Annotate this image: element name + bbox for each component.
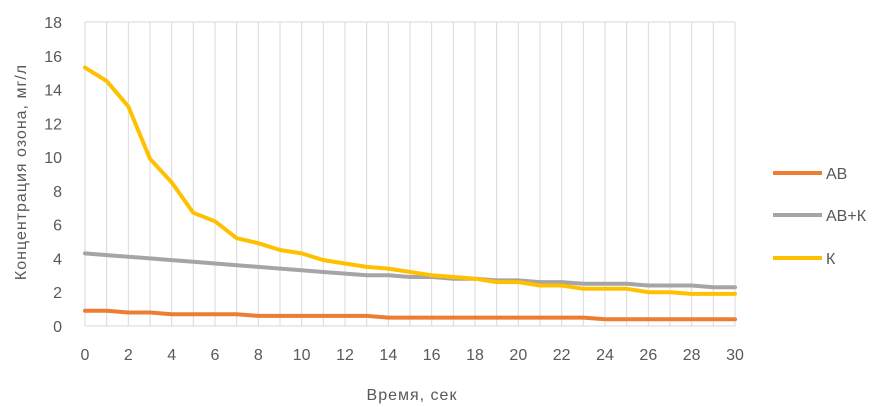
x-tick-label: 18 — [466, 347, 484, 364]
x-tick-label: 30 — [726, 347, 744, 364]
series-lines — [83, 65, 737, 322]
y-tick-label: 2 — [53, 285, 62, 302]
x-tick-labels: 0 2 4 6 8 10 12 14 16 18 20 22 24 26 28 30 — [81, 347, 744, 364]
y-tick-label: 14 — [44, 83, 62, 100]
legend-label: АВ — [826, 166, 847, 183]
y-tick-label: 4 — [53, 251, 62, 268]
x-tick-label: 6 — [211, 347, 220, 364]
x-tick-label: 14 — [379, 347, 397, 364]
y-tick-label: 6 — [53, 218, 62, 235]
x-axis-title: Время, сек — [367, 387, 458, 404]
series-line-2 — [83, 251, 737, 290]
x-tick-label: 2 — [124, 347, 133, 364]
y-tick-label: 10 — [44, 150, 62, 167]
x-tick-label: 22 — [553, 347, 571, 364]
plot-frame — [85, 21, 735, 327]
series-line-1 — [83, 308, 737, 322]
y-tick-label: 18 — [44, 15, 62, 32]
legend: АВ АВ+К К — [773, 166, 867, 268]
y-axis-title: Концентрация озона, мг/л — [13, 64, 30, 280]
x-tick-label: 0 — [81, 347, 90, 364]
legend-label: К — [826, 251, 836, 268]
x-tick-label: 26 — [639, 347, 657, 364]
series-line-3 — [83, 65, 737, 296]
x-tick-label: 10 — [293, 347, 311, 364]
grid-lines — [84, 22, 736, 326]
x-tick-label: 28 — [683, 347, 701, 364]
y-tick-label: 16 — [44, 49, 62, 66]
legend-label: АВ+К — [826, 208, 867, 225]
x-tick-label: 12 — [336, 347, 354, 364]
x-tick-label: 16 — [423, 347, 441, 364]
y-tick-label: 8 — [53, 184, 62, 201]
y-tick-labels: 0 2 4 6 8 10 12 14 16 18 — [44, 15, 62, 336]
x-tick-label: 24 — [596, 347, 614, 364]
y-tick-label: 12 — [44, 116, 62, 133]
x-tick-label: 4 — [167, 347, 176, 364]
x-tick-label: 20 — [509, 347, 527, 364]
x-tick-label: 8 — [254, 347, 263, 364]
y-tick-label: 0 — [53, 319, 62, 336]
